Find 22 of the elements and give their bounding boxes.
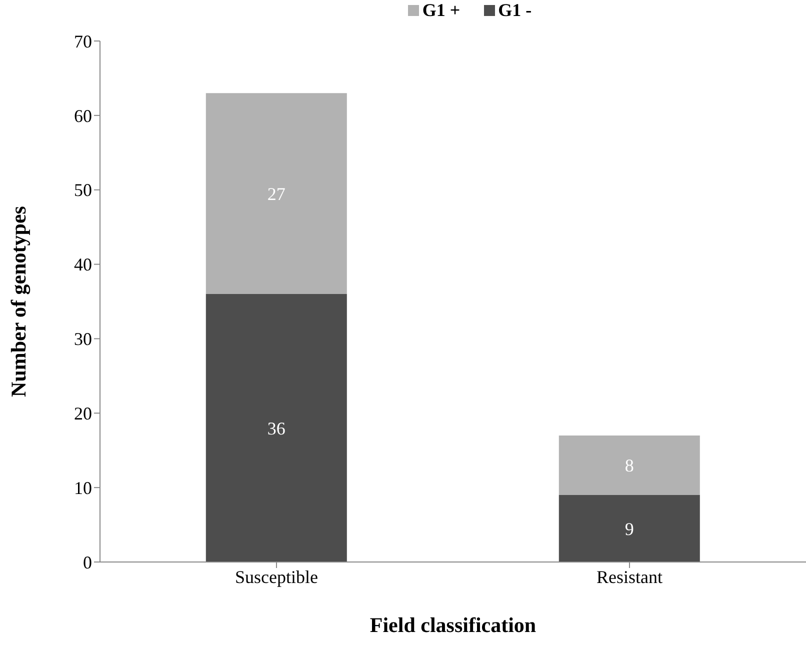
x-axis-title: Field classification (370, 613, 536, 637)
data-label: 36 (267, 418, 286, 438)
y-tick-label: 70 (74, 31, 92, 52)
y-tick-label: 20 (74, 404, 92, 424)
y-tick-label: 10 (74, 478, 92, 498)
y-axis-title: Number of genotypes (6, 206, 30, 397)
bar (206, 93, 347, 294)
legend-label: G1 + (421, 0, 460, 21)
data-label: 9 (624, 518, 634, 539)
x-tick-label: Susceptible (235, 566, 318, 587)
bar (558, 495, 700, 562)
bar (206, 294, 347, 562)
y-tick-label: 0 (83, 552, 92, 572)
legend-label: G1 - (497, 0, 532, 21)
x-tick-label: Resistant (596, 566, 662, 587)
y-tick-label: 30 (74, 329, 92, 350)
y-tick-label: 50 (74, 180, 92, 200)
bar (558, 435, 700, 496)
y-tick-label: 60 (74, 106, 92, 126)
y-tick-label: 40 (74, 254, 92, 275)
data-label: 8 (624, 456, 634, 476)
data-label: 27 (267, 184, 286, 204)
